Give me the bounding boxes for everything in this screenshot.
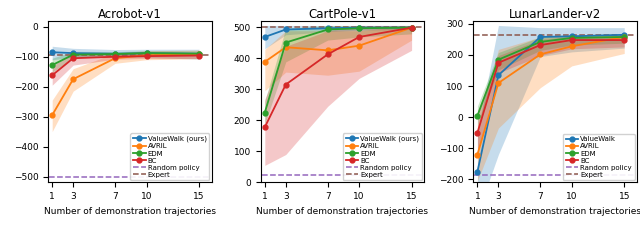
Title: LunarLander-v2: LunarLander-v2 [509, 8, 601, 21]
Legend: ValueWalk (ours), AVRIL, EDM, BC, Random policy, Expert: ValueWalk (ours), AVRIL, EDM, BC, Random… [343, 133, 422, 180]
Legend: ValueWalk (ours), AVRIL, EDM, BC, Random policy, Expert: ValueWalk (ours), AVRIL, EDM, BC, Random… [131, 133, 209, 180]
X-axis label: Number of demonstration trajectories: Number of demonstration trajectories [469, 207, 640, 216]
X-axis label: Number of demonstration trajectories: Number of demonstration trajectories [257, 207, 428, 216]
Legend: ValueWalk, AVRIL, EDM, BC, Random policy, Expert: ValueWalk, AVRIL, EDM, BC, Random policy… [563, 134, 635, 180]
Title: Acrobot-v1: Acrobot-v1 [98, 8, 162, 21]
Title: CartPole-v1: CartPole-v1 [308, 8, 376, 21]
X-axis label: Number of demonstration trajectories: Number of demonstration trajectories [44, 207, 216, 216]
